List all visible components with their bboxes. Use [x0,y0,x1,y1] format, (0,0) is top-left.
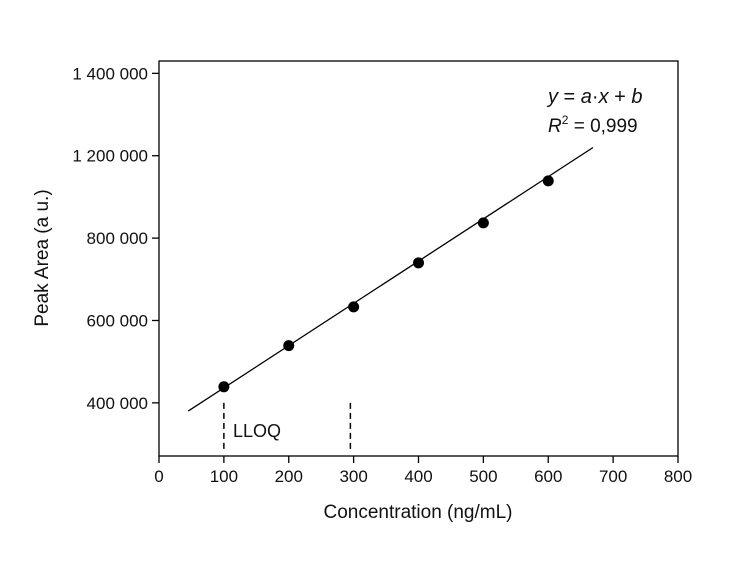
y-tick-label: 1 400 000 [72,64,148,83]
y-tick-label: 800 000 [87,229,148,248]
y-tick-label: 1 200 000 [72,147,148,166]
r-squared-annotation: R2 = 0,999 [548,113,638,137]
y-tick-label: 600 000 [87,311,148,330]
data-point [283,340,295,352]
x-tick-label: 400 [404,467,432,486]
equation-annotation: y = a·x + b [546,86,643,108]
data-point [477,217,489,229]
y-axis-label: Peak Area (a u.) [32,189,53,326]
x-tick-label: 0 [154,467,163,486]
data-point [413,257,424,269]
y-tick-label: 400 000 [87,394,148,413]
lloq-label: LLOQ [233,421,281,441]
x-axis-label: Concentration (ng/mL) [323,502,512,523]
data-point [542,175,554,187]
data-point [348,301,360,313]
fit-line [187,146,594,412]
x-tick-label: 100 [210,467,238,486]
x-tick-label: 500 [469,467,497,486]
x-tick-label: 600 [534,467,562,486]
x-tick-label: 800 [664,467,692,486]
x-tick-label: 200 [275,467,303,486]
data-point [218,381,230,393]
x-tick-label: 700 [599,467,627,486]
x-tick-label: 300 [339,467,367,486]
